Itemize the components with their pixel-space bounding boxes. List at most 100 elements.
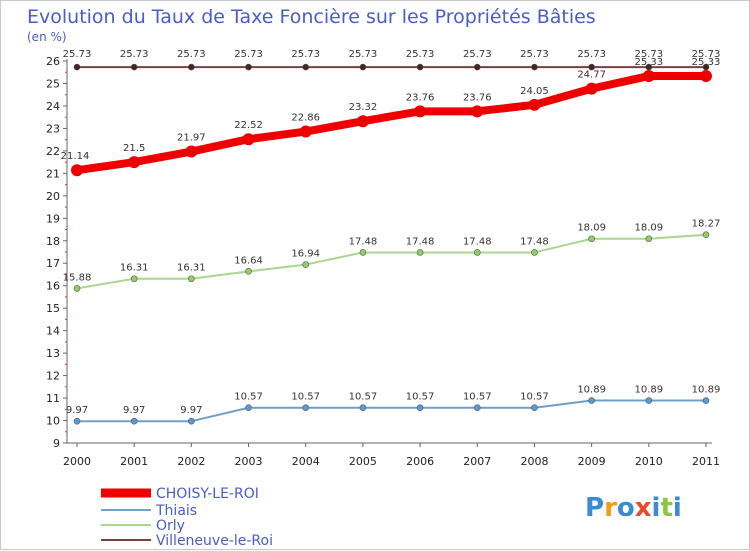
data-label-choisy-le-roi: 24.05 [520,86,549,97]
series-layer [71,63,712,425]
x-tick-label: 2006 [406,455,434,468]
data-label-orly: 18.09 [577,223,606,234]
proxiti-logo: Proxiti [585,493,682,523]
data-label-villeneuve-le-roi: 25.73 [406,49,435,60]
data-point-thiais [359,404,367,412]
data-label-thiais: 10.57 [291,392,320,403]
data-label-orly: 17.48 [406,236,435,247]
data-point-choisy-le-roi [185,145,198,158]
data-label-orly: 17.48 [463,236,492,247]
y-tick-label: 22 [46,145,60,158]
data-label-thiais: 10.57 [463,392,492,403]
data-label-orly: 16.31 [120,263,149,274]
legend-label-choisy-le-roi: CHOISY-LE-ROI [156,486,259,502]
data-label-choisy-le-roi: 21.14 [61,151,90,162]
x-tick-label: 2010 [635,455,663,468]
data-label-choisy-le-roi: 22.86 [291,113,320,124]
y-tick-label: 16 [46,280,60,293]
y-tick-label: 13 [46,347,60,360]
data-point-choisy-le-roi [242,133,255,146]
data-point-orly [245,268,252,275]
data-point-choisy-le-roi [642,70,655,83]
data-label-orly: 17.48 [520,236,549,247]
y-tick-label: 18 [46,235,60,248]
series-line-thiais [76,399,707,423]
data-label-villeneuve-le-roi: 25.73 [349,49,378,60]
y-tick-label: 9 [53,437,60,450]
data-label-choisy-le-roi: 23.76 [463,92,492,103]
unit-label: (en %) [27,30,67,44]
data-label-villeneuve-le-roi: 25.73 [234,49,263,60]
legend-label-villeneuve-le-roi: Villeneuve-le-Roi [156,533,273,549]
data-point-villeneuve-le-roi [588,63,595,71]
data-label-orly: 17.48 [349,236,378,247]
data-label-orly: 16.64 [234,255,263,266]
data-label-villeneuve-le-roi: 25.73 [520,49,549,60]
data-point-thiais [188,417,195,425]
x-tick-label: 2005 [349,455,377,468]
x-tick-label: 2002 [177,455,205,468]
axes: 9 10 11 12 13 14 15 16 17 18 19 20 21 22 23 24 25 26 2000 2… [46,55,720,468]
series-orly [73,231,710,292]
x-tick-label: 2008 [520,455,548,468]
data-point-orly [473,249,481,256]
y-tick-label: 23 [46,122,60,135]
data-point-choisy-le-roi [585,82,598,95]
data-label-orly: 15.88 [63,272,92,283]
data-point-orly [73,285,81,292]
x-tick-label: 2011 [692,455,720,468]
data-label-choisy-le-roi: 24.77 [577,70,606,81]
data-point-choisy-le-roi [299,125,312,138]
data-point-orly [359,249,367,256]
data-label-orly: 18.27 [692,219,721,230]
data-label-villeneuve-le-roi: 25.73 [177,49,206,60]
data-label-thiais: 10.57 [349,392,378,403]
data-label-orly: 16.31 [177,263,206,274]
x-tick-label: 2003 [235,455,263,468]
data-point-villeneuve-le-roi [302,63,310,71]
data-point-villeneuve-le-roi [245,63,252,71]
data-label-choisy-le-roi: 21.5 [123,143,145,154]
data-label-choisy-le-roi: 25.33 [634,57,663,68]
data-labels: 21.14 21.5 21.97 22.52 22.86 23.32 23.76 23.76 2… [61,49,721,416]
data-label-choisy-le-roi: 22.52 [234,120,263,131]
legend-label-thiais: Thiais [155,503,197,519]
y-tick-label: 24 [46,100,60,113]
y-tick-label: 20 [46,190,60,203]
data-label-thiais: 10.57 [234,392,263,403]
y-tick-label: 25 [46,77,60,90]
series-line-choisy-le-roi [73,72,710,175]
data-label-choisy-le-roi: 21.97 [177,133,206,144]
data-label-thiais: 10.89 [634,385,663,396]
chart-title: Evolution du Taux de Taxe Foncière sur l… [27,6,596,28]
x-tick-label: 2004 [292,455,320,468]
data-label-villeneuve-le-roi: 25.73 [692,49,721,60]
data-label-villeneuve-le-roi: 25.73 [463,49,492,60]
data-point-thiais [73,417,81,425]
data-point-villeneuve-le-roi [473,63,481,71]
x-tick-label: 2001 [120,455,148,468]
data-point-thiais [473,404,481,412]
data-point-orly [702,231,710,238]
legend-label-orly: Orly [156,518,185,534]
data-label-thiais: 10.57 [406,392,435,403]
y-tick-label: 21 [46,167,60,180]
logo-text: Proxiti [585,493,682,523]
data-label-villeneuve-le-roi: 25.73 [577,49,606,60]
data-label-villeneuve-le-roi: 25.73 [291,49,320,60]
data-point-thiais [702,397,710,404]
data-label-choisy-le-roi: 25.33 [692,57,721,68]
series-choisy-le-roi [71,70,712,177]
data-label-villeneuve-le-roi: 25.73 [120,49,149,60]
data-point-choisy-le-roi [528,98,541,111]
y-tick-label: 14 [46,325,60,338]
data-point-thiais [130,417,138,425]
data-point-orly [588,235,595,243]
data-point-choisy-le-roi [471,105,484,118]
y-tick-label: 15 [46,302,60,315]
y-tick-label: 26 [46,55,60,68]
data-point-villeneuve-le-roi [531,63,538,71]
data-point-choisy-le-roi [700,70,712,83]
